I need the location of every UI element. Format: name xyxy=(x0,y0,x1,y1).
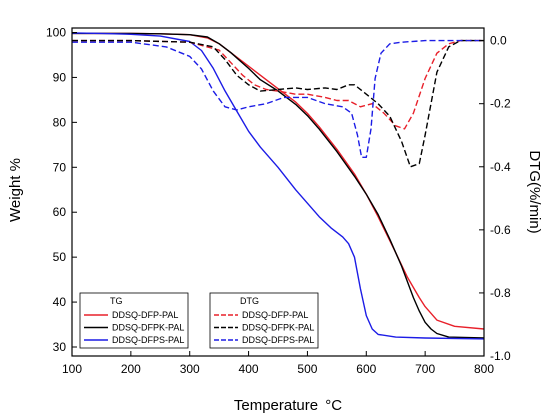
series-line-dtg-ddsq-dfp-pal xyxy=(72,39,484,130)
series-line-tg-ddsq-dfp-pal xyxy=(72,32,485,330)
series-line-dtg-ddsq-dfpk-pal xyxy=(72,39,484,168)
x-tick-label: 300 xyxy=(180,362,200,376)
y-left-tick-label: 90 xyxy=(53,70,67,84)
y-right-tick-label: -0.2 xyxy=(490,97,511,111)
axis-tick-labels: 100 200 300 400 500 600 700 800 30 40 50 60 70 80 90 10… xyxy=(46,25,511,376)
legend-dtg: DTG DDSQ-DFP-PAL DDSQ-DFPK-PAL DDSQ-DFPS-PA… xyxy=(209,292,319,349)
x-tick-label: 100 xyxy=(62,362,82,376)
x-tick-label: 400 xyxy=(239,362,259,376)
plot-lines xyxy=(71,32,485,340)
axis-ticks xyxy=(71,31,485,357)
y-left-tick-label: 70 xyxy=(53,160,67,174)
x-tick-label: 600 xyxy=(356,362,376,376)
y-right-tick-label: 0.0 xyxy=(490,34,507,48)
plot-frame xyxy=(71,27,485,357)
legend-tg-title: TG xyxy=(110,296,123,306)
y-left-tick-label: 80 xyxy=(53,115,67,129)
y-right-tick-label: -0.4 xyxy=(490,160,511,174)
x-axis-title: Temperature °C xyxy=(234,397,342,414)
y-left-tick-label: 30 xyxy=(53,340,67,354)
y-left-tick-label: 100 xyxy=(46,25,66,39)
legend-dtg-entry: DDSQ-DFPS-PAL xyxy=(242,335,314,345)
legend-dtg-title: DTG xyxy=(240,296,259,306)
legend-tg: TG DDSQ-DFP-PAL DDSQ-DFPK-PAL DDSQ-DFPS-PAL xyxy=(79,292,189,349)
x-tick-label: 700 xyxy=(415,362,435,376)
legend-dtg-box xyxy=(209,292,319,349)
series-line-dtg-ddsq-dfps-pal xyxy=(72,39,484,159)
legend-dtg-entry: DDSQ-DFP-PAL xyxy=(242,310,308,320)
x-axis-unit: °C xyxy=(325,397,342,414)
y-right-tick-label: -0.8 xyxy=(490,286,511,300)
y-axis-left-title: Weight % xyxy=(7,158,24,222)
y-axis-right-title: DTG(%/min) xyxy=(526,150,543,233)
x-axis-label: Temperature xyxy=(234,397,318,414)
y-right-tick-label: -1.0 xyxy=(490,349,511,363)
x-tick-label: 200 xyxy=(121,362,141,376)
legend-tg-entry: DDSQ-DFPS-PAL xyxy=(112,335,184,345)
y-left-tick-label: 40 xyxy=(53,295,67,309)
series-line-tg-ddsq-dfpk-pal xyxy=(72,32,485,339)
y-right-tick-label: -0.6 xyxy=(490,223,511,237)
legend-tg-entry: DDSQ-DFP-PAL xyxy=(112,310,178,320)
x-tick-label: 500 xyxy=(297,362,317,376)
legend-tg-box xyxy=(79,292,189,349)
legend-dtg-entry: DDSQ-DFPK-PAL xyxy=(242,323,314,333)
legend-tg-entry: DDSQ-DFPK-PAL xyxy=(112,323,184,333)
y-left-tick-label: 60 xyxy=(53,205,67,219)
x-tick-label: 800 xyxy=(474,362,494,376)
y-left-tick-label: 50 xyxy=(53,250,67,264)
